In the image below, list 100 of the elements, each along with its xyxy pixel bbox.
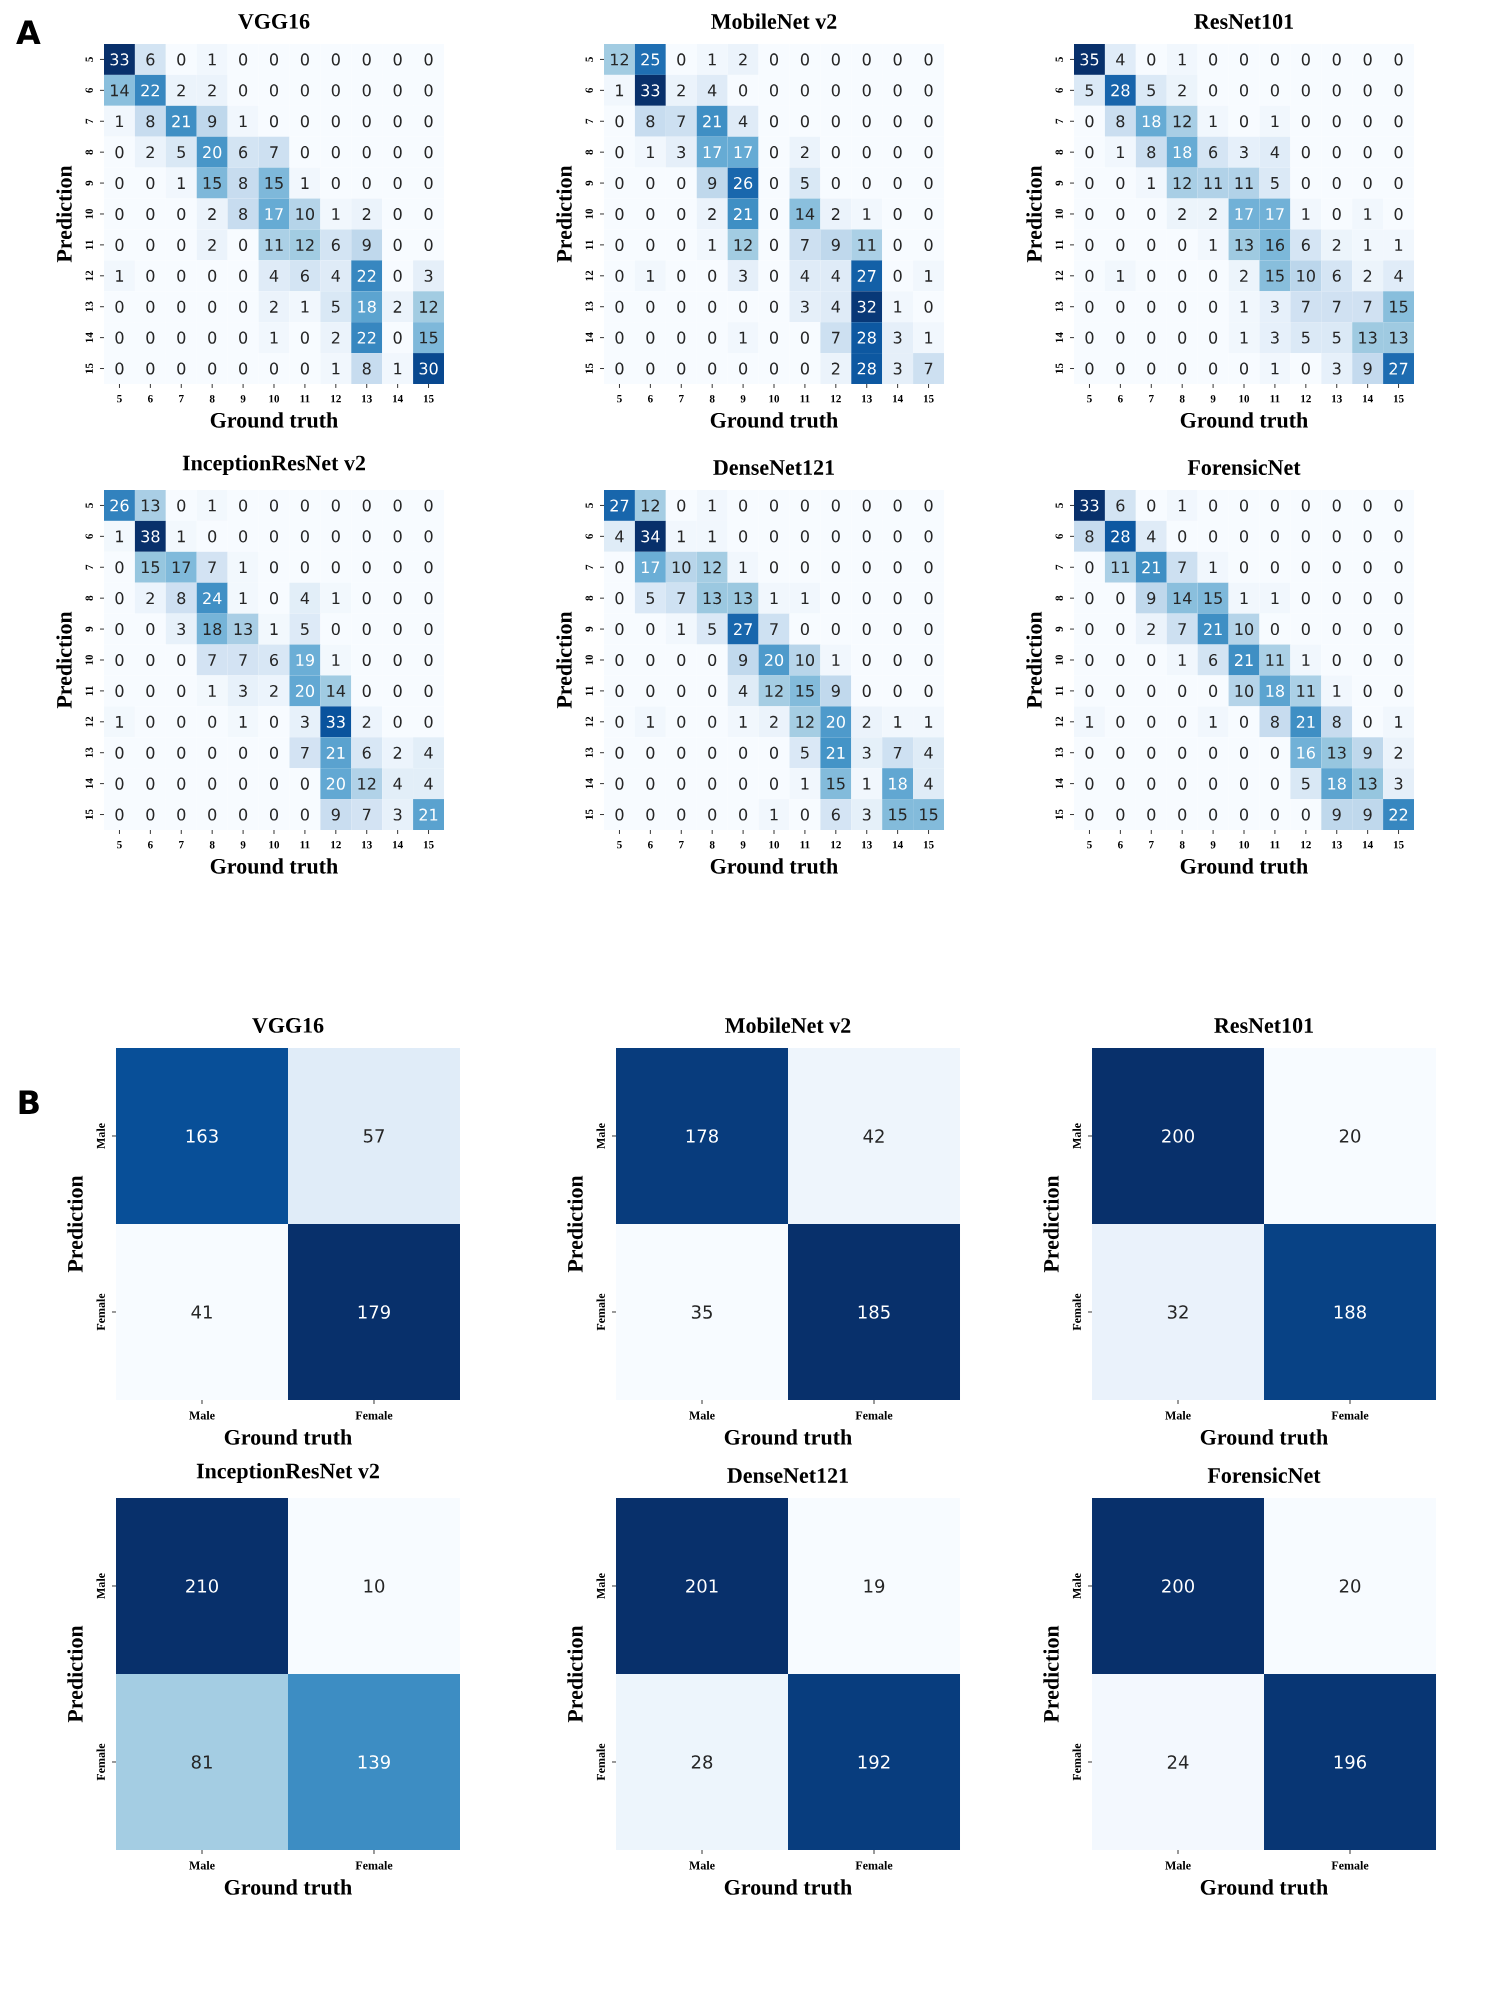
x-axis-title: Ground truth	[224, 1429, 352, 1445]
data-label: 16	[1297, 746, 1315, 759]
data-label: 139	[358, 1755, 390, 1769]
data-label: 0	[424, 177, 433, 190]
data-label: 0	[800, 53, 809, 66]
data-label: 21	[1296, 715, 1315, 728]
data-label: 0	[924, 300, 933, 313]
data-label: 26	[110, 499, 129, 512]
data-label: 4	[1270, 146, 1280, 158]
data-label: 0	[924, 561, 933, 574]
data-label: 0	[1239, 561, 1249, 574]
data-label: 0	[393, 177, 402, 190]
data-label: 7	[770, 623, 778, 635]
data-label: 1	[332, 654, 340, 666]
data-label: 4	[300, 592, 310, 604]
data-label: 12	[296, 238, 314, 251]
data-label: 0	[1363, 684, 1372, 697]
data-label: 2	[831, 208, 840, 220]
data-label: 9	[1363, 808, 1372, 821]
data-label: 0	[269, 777, 279, 790]
data-label: 0	[269, 115, 279, 128]
data-label: 0	[1209, 269, 1218, 282]
data-label: 0	[708, 684, 717, 697]
data-label: 0	[862, 146, 871, 159]
data-label: 0	[300, 115, 309, 128]
data-label: 1	[863, 208, 871, 220]
y-axis-title: Prediction	[56, 165, 72, 263]
data-label: 0	[646, 653, 655, 667]
data-label: 0	[393, 269, 402, 282]
data-label: 7	[362, 808, 371, 821]
data-label: 3	[893, 331, 902, 344]
data-label: 0	[708, 777, 717, 790]
data-label: 21	[703, 115, 721, 128]
data-label: 20	[203, 146, 222, 159]
data-label: 0	[739, 362, 748, 375]
data-label: 0	[1085, 177, 1094, 190]
data-label: 7	[208, 654, 216, 666]
data-label: 0	[393, 653, 402, 667]
data-label: 2	[393, 746, 402, 759]
data-label: 0	[1239, 53, 1249, 66]
data-label: 188	[1334, 1305, 1366, 1319]
data-label: 4	[1116, 53, 1125, 66]
data-label: 0	[331, 84, 340, 97]
data-label: 0	[115, 207, 124, 221]
data-label: 0	[1209, 362, 1218, 375]
chart-title: ForensicNet	[1187, 459, 1301, 475]
data-label: 0	[1394, 684, 1403, 697]
data-label: 1	[1209, 715, 1217, 728]
data-label: 1	[925, 331, 933, 344]
data-label: 0	[924, 499, 933, 512]
data-label: 0	[769, 499, 779, 512]
data-label: 0	[1178, 269, 1187, 282]
data-label: 0	[115, 653, 124, 667]
x-axis-title: Ground truth	[710, 412, 838, 428]
data-label: 0	[1147, 499, 1156, 512]
data-label: 1	[1302, 208, 1310, 220]
chart-title: ResNet101	[1194, 14, 1293, 29]
data-label: 0	[893, 115, 902, 128]
data-label: 6	[300, 269, 309, 282]
data-label: 1	[677, 623, 685, 635]
data-label: 13	[734, 592, 752, 605]
data-label: 18	[1266, 684, 1285, 697]
data-label: 0	[924, 684, 933, 697]
data-label: 0	[269, 530, 279, 543]
data-label: 0	[1301, 530, 1310, 543]
data-label: 0	[393, 592, 402, 605]
data-label: 0	[831, 530, 840, 543]
data-label: 0	[115, 331, 124, 344]
data-label: 28	[857, 331, 876, 344]
data-label: 0	[893, 653, 902, 667]
data-label: 0	[769, 362, 779, 375]
data-label: 0	[862, 530, 871, 543]
data-label: 0	[300, 561, 309, 574]
data-label: 0	[677, 207, 686, 221]
data-label: 0	[1178, 746, 1187, 759]
data-label: 0	[1394, 530, 1403, 543]
data-label: 27	[1389, 362, 1408, 375]
x-axis-title: Ground truth	[210, 412, 338, 428]
data-label: 0	[893, 53, 902, 66]
data-label: 5	[301, 623, 309, 636]
data-label: 0	[1085, 115, 1094, 128]
data-label: 0	[115, 362, 124, 375]
data-label: 2	[208, 84, 216, 97]
data-label: 0	[1116, 808, 1125, 821]
data-label: 0	[393, 623, 402, 636]
data-label: 0	[1085, 300, 1094, 313]
data-label: 0	[146, 684, 155, 697]
data-label: 0	[362, 53, 371, 66]
data-label: 57	[363, 1129, 384, 1143]
data-label: 0	[677, 269, 686, 282]
data-label: 0	[362, 146, 371, 159]
data-label: 0	[1147, 808, 1156, 821]
data-label: 0	[1332, 53, 1341, 66]
data-label: 0	[800, 362, 809, 375]
data-label: 0	[831, 561, 840, 574]
data-label: 0	[800, 331, 809, 344]
data-label: 20	[295, 684, 315, 697]
data-label: 0	[115, 177, 124, 190]
data-label: 0	[646, 777, 655, 790]
data-label: 5	[646, 592, 655, 605]
